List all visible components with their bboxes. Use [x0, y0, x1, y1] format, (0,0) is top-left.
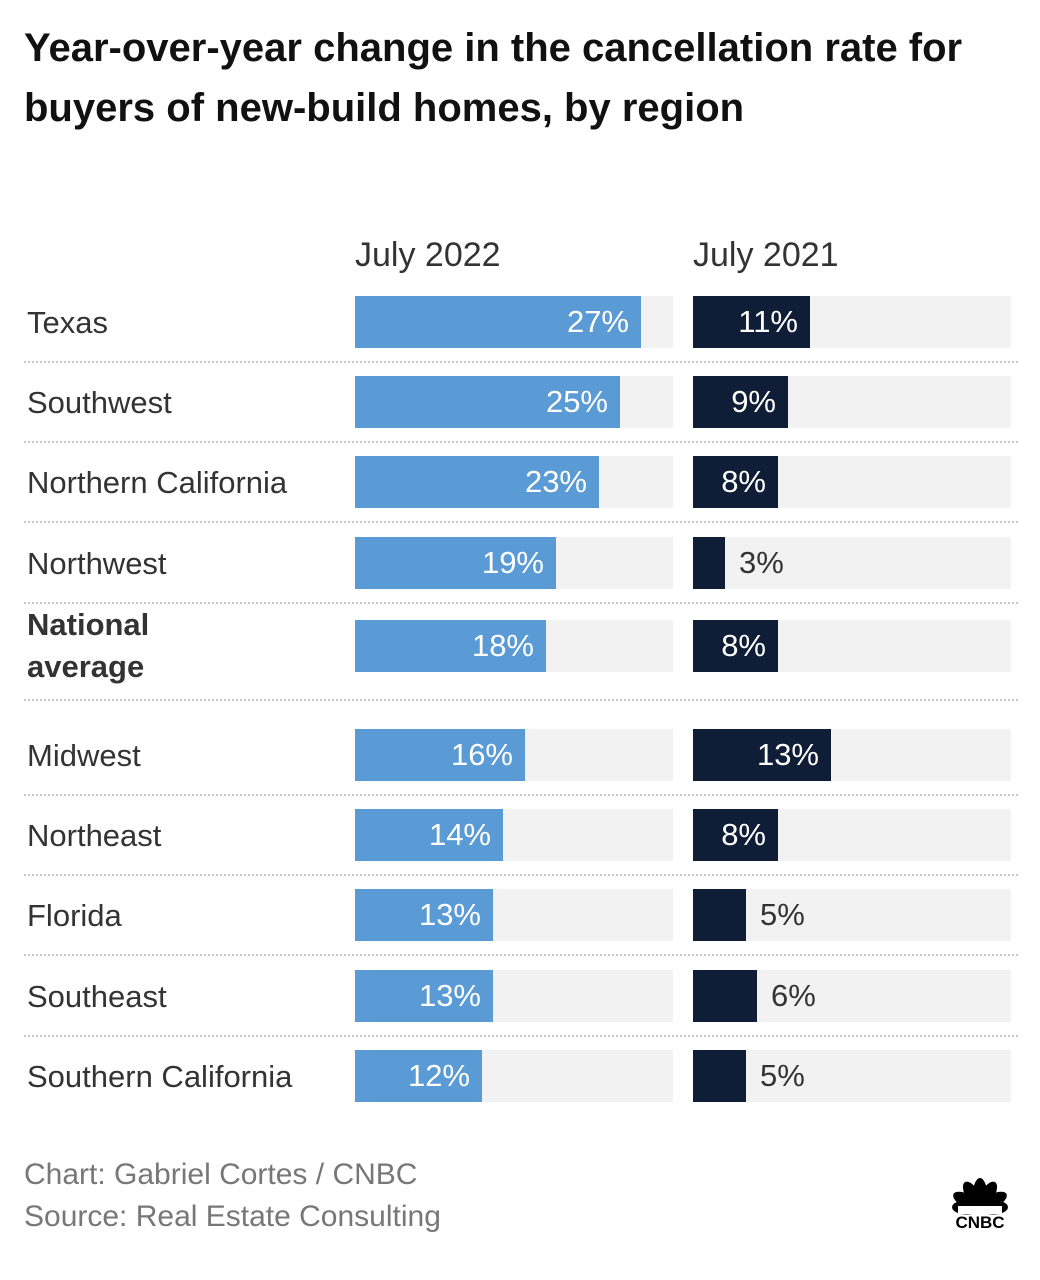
chart-row: Northern California 23% 8% — [24, 456, 1018, 508]
bar-track: 8% — [693, 456, 1011, 508]
bar-track: 18% — [355, 620, 673, 672]
value-label: 13% — [418, 978, 481, 1013]
category-label: National average — [27, 607, 150, 684]
value-label: 18% — [471, 628, 534, 663]
value-label: 25% — [545, 384, 608, 419]
bar-july-2022 — [355, 456, 599, 508]
value-label: 13% — [756, 737, 819, 772]
nbc-peacock-icon: CNBC — [952, 1178, 1008, 1232]
value-label: 8% — [721, 628, 766, 663]
bar-july-2022 — [355, 889, 493, 941]
bar-july-2021 — [693, 376, 788, 428]
bar-july-2022 — [355, 376, 620, 428]
chart-row: Florida 13% 5% — [24, 889, 1018, 941]
chart-credit: Chart: Gabriel Cortes / CNBC — [24, 1158, 418, 1191]
column-header-july-2021: July 2021 — [693, 236, 839, 274]
bar-track: 23% — [355, 456, 673, 508]
row-divider — [24, 1035, 1018, 1037]
row-divider — [24, 954, 1018, 956]
bar-track: 19% — [355, 537, 673, 589]
category-label: Northern California — [27, 465, 288, 500]
bar-july-2022 — [355, 296, 641, 348]
bar-track: 27% — [355, 296, 673, 348]
bar-july-2021 — [693, 889, 746, 941]
category-label: Northwest — [27, 546, 167, 581]
chart-row: Southeast 13% 6% — [24, 970, 1018, 1022]
category-label: Southwest — [27, 385, 172, 420]
bar-track: 13% — [355, 889, 673, 941]
bar-july-2021 — [693, 456, 778, 508]
row-divider — [24, 794, 1018, 796]
value-label: 27% — [566, 304, 629, 339]
bar-track: 12% — [355, 1050, 673, 1102]
row-divider — [24, 361, 1018, 363]
cnbc-logo-text: CNBC — [955, 1213, 1004, 1232]
bar-track: 16% — [355, 729, 673, 781]
bar-july-2021 — [693, 1050, 746, 1102]
bar-track: 6% — [693, 970, 1011, 1022]
bar-july-2022 — [355, 729, 525, 781]
category-label: Southern California — [27, 1059, 293, 1094]
bar-track: 9% — [693, 376, 1011, 428]
bar-track: 13% — [355, 970, 673, 1022]
bar-july-2021 — [693, 296, 810, 348]
value-label: 6% — [771, 978, 816, 1013]
cnbc-logo: CNBC — [934, 1162, 1026, 1232]
value-label: 12% — [407, 1058, 470, 1093]
chart-row: Southwest 25% 9% — [24, 376, 1018, 428]
value-label: 13% — [418, 897, 481, 932]
bar-track: 8% — [693, 809, 1011, 861]
bar-july-2022 — [355, 970, 493, 1022]
row-divider — [24, 441, 1018, 443]
category-label: Texas — [27, 305, 108, 340]
bar-track: 5% — [693, 889, 1011, 941]
column-header-july-2022: July 2022 — [355, 236, 501, 274]
value-label: 9% — [731, 384, 776, 419]
chart-row: Northeast 14% 8% — [24, 809, 1018, 861]
value-label: 14% — [428, 817, 491, 852]
row-divider — [24, 699, 1018, 701]
bar-july-2022 — [355, 809, 503, 861]
bar-track: 14% — [355, 809, 673, 861]
category-label: Midwest — [27, 738, 141, 773]
chart-source: Source: Real Estate Consulting — [24, 1200, 441, 1233]
value-label: 3% — [739, 545, 784, 580]
value-label: 5% — [760, 1058, 805, 1093]
bar-july-2021 — [693, 537, 725, 589]
value-label: 8% — [721, 464, 766, 499]
bar-track: 13% — [693, 729, 1011, 781]
bar-july-2022 — [355, 1050, 482, 1102]
chart-title: Year-over-year change in the cancellatio… — [24, 26, 963, 130]
bar-july-2022 — [355, 620, 546, 672]
chart-row: Southern California 12% 5% — [24, 1050, 1018, 1102]
value-label: 11% — [738, 304, 798, 339]
bar-track: 11% — [693, 296, 1011, 348]
row-divider — [24, 874, 1018, 876]
bar-track: 25% — [355, 376, 673, 428]
bar-july-2021 — [693, 970, 757, 1022]
category-label: Southeast — [27, 979, 167, 1014]
chart-row: Northwest 19% 3% — [24, 537, 1018, 589]
value-label: 16% — [450, 737, 513, 772]
bar-july-2021 — [693, 809, 778, 861]
bar-track: 5% — [693, 1050, 1011, 1102]
value-label: 23% — [524, 464, 587, 499]
category-label: Northeast — [27, 818, 162, 853]
bar-july-2022 — [355, 537, 556, 589]
bar-july-2021 — [693, 729, 831, 781]
value-label: 19% — [481, 545, 544, 580]
chart-row: Texas 27% 11% — [24, 296, 1018, 348]
bar-track: 3% — [693, 537, 1011, 589]
category-label: Florida — [27, 898, 122, 933]
value-label: 5% — [760, 897, 805, 932]
row-divider — [24, 521, 1018, 523]
bar-track: 8% — [693, 620, 1011, 672]
chart-row: Midwest 16% 13% — [24, 729, 1018, 781]
row-divider — [24, 602, 1018, 604]
chart-row: National average 18% 8% — [24, 606, 1018, 686]
bar-july-2021 — [693, 620, 778, 672]
value-label: 8% — [721, 817, 766, 852]
